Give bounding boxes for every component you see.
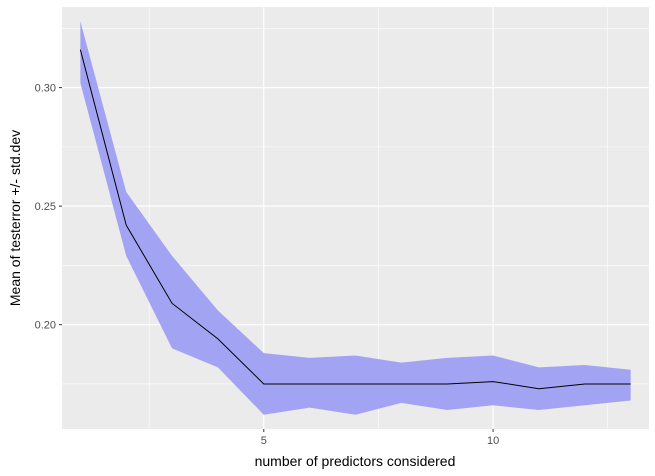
x-tick-label: 5 (261, 435, 267, 447)
y-axis-ticks: 0.20 0.25 0.30 (35, 83, 62, 332)
x-axis-ticks: 5 10 (261, 429, 499, 447)
mean-line (79, 49, 631, 390)
x-tick-label: 10 (487, 435, 499, 447)
major-gridlines (62, 7, 649, 429)
y-tick-label: 0.30 (35, 83, 56, 95)
y-tick-label: 0.25 (35, 201, 56, 213)
y-tick-label: 0.20 (35, 320, 56, 332)
x-axis-title: number of predictors considered (255, 453, 456, 469)
y-axis-title: Mean of testerror +/- std.dev (7, 130, 23, 306)
std-dev-ribbon (80, 21, 631, 415)
